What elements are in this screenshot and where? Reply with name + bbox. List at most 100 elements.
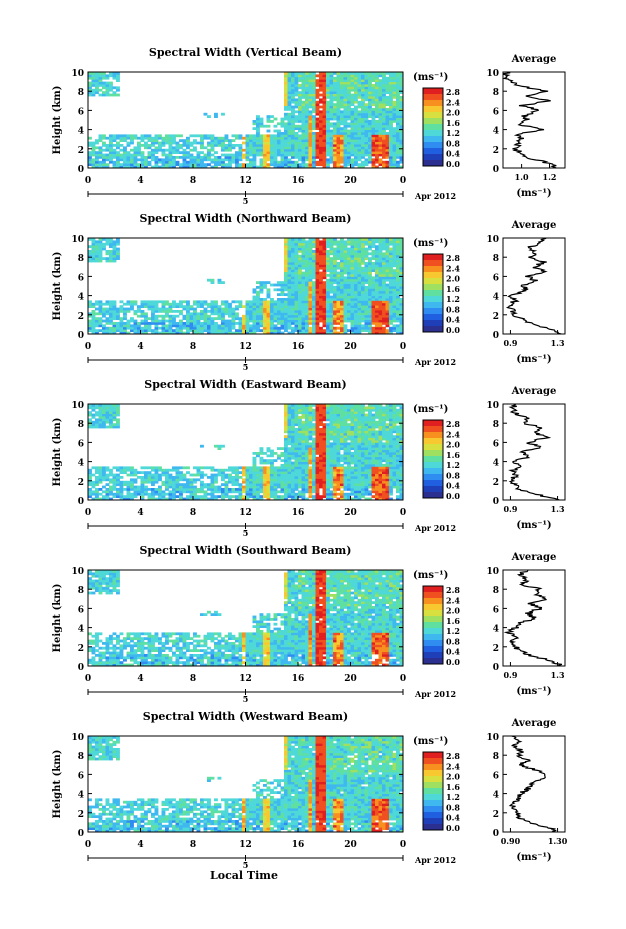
heatmap-cell xyxy=(105,146,110,150)
heatmap-cell xyxy=(319,76,323,80)
colorbar-tick-label: 1.2 xyxy=(446,128,460,138)
heatmap-cell xyxy=(340,269,344,272)
heatmap-cell xyxy=(158,478,162,482)
heatmap-cell xyxy=(399,300,404,304)
heatmap-cell xyxy=(301,302,306,306)
heatmap-cell xyxy=(242,329,246,332)
heatmap-cell xyxy=(189,485,194,489)
heatmap-cell xyxy=(396,314,400,318)
heatmap-cell xyxy=(354,264,358,268)
heatmap-cell xyxy=(392,250,397,253)
heatmap-cell xyxy=(350,257,355,260)
heatmap-cell xyxy=(305,120,309,123)
heatmap-cell xyxy=(326,290,330,294)
heatmap-cell xyxy=(301,165,306,169)
heatmap-cell xyxy=(350,129,355,133)
heatmap-cell xyxy=(361,84,365,87)
heatmap-cell xyxy=(396,242,400,246)
colorbar-tick-label: 2.0 xyxy=(446,108,460,118)
heatmap-cell xyxy=(287,242,292,246)
heatmap-cell xyxy=(315,91,320,94)
heatmap-cell xyxy=(175,148,180,152)
heatmap-cell xyxy=(109,238,113,241)
heatmap-cell xyxy=(336,319,341,323)
heatmap-cell xyxy=(350,76,355,80)
heatmap-cell xyxy=(88,72,92,75)
heatmap-cell xyxy=(305,278,309,282)
heatmap-cell xyxy=(284,245,288,248)
heatmap-cell xyxy=(95,247,99,251)
heatmap-cell xyxy=(315,271,320,275)
heatmap-cell xyxy=(385,134,390,138)
heatmap-cell xyxy=(392,158,397,162)
heatmap-cell xyxy=(364,290,369,294)
heatmap-cell xyxy=(193,466,197,470)
heatmap-cell xyxy=(217,158,222,162)
heatmap-cell xyxy=(259,452,264,455)
heatmap-cell xyxy=(371,329,376,332)
heatmap-cell xyxy=(221,136,225,140)
heatmap-cell xyxy=(245,326,250,330)
heatmap-cell xyxy=(301,105,306,109)
heatmap-cell xyxy=(256,146,260,150)
heatmap-cell xyxy=(266,305,271,308)
heatmap-cell xyxy=(270,492,274,496)
heatmap-cell xyxy=(200,466,204,470)
heatmap-cell xyxy=(287,98,292,102)
heatmap-cell xyxy=(200,305,204,308)
heatmap-cell xyxy=(368,329,372,332)
heatmap-cell xyxy=(319,312,323,316)
heatmap-cell xyxy=(140,326,145,330)
heatmap-cell xyxy=(284,420,288,424)
heatmap-cell xyxy=(301,148,306,152)
heatmap-cell xyxy=(301,322,306,325)
heatmap-cell xyxy=(102,238,106,241)
heatmap-cell xyxy=(396,310,400,313)
heatmap-cell xyxy=(235,160,239,164)
heatmap-cell xyxy=(105,250,110,253)
heatmap-cell xyxy=(175,160,180,164)
heatmap-cell xyxy=(364,105,369,109)
heatmap-cell xyxy=(399,240,404,244)
heatmap-cell xyxy=(231,160,236,164)
heatmap-cell xyxy=(161,473,166,477)
heatmap-cell xyxy=(102,497,106,501)
heatmap-cell xyxy=(322,254,327,258)
heatmap-cell xyxy=(151,492,155,496)
heatmap-cell xyxy=(116,492,120,496)
heatmap-cell xyxy=(322,250,327,253)
heatmap-cell xyxy=(270,160,274,164)
heatmap-cell xyxy=(98,305,103,308)
heatmap-cell xyxy=(396,139,400,142)
heatmap-cell xyxy=(298,141,302,145)
heatmap-cell xyxy=(109,317,113,320)
heatmap-cell xyxy=(364,158,369,162)
heatmap-cell xyxy=(329,84,334,87)
heatmap-cell xyxy=(319,293,323,296)
heatmap-cell xyxy=(123,151,127,154)
colorbar-unit: (ms⁻¹) xyxy=(413,72,448,83)
heatmap-cell xyxy=(98,81,103,85)
heatmap-cell xyxy=(291,326,295,330)
heatmap-cell xyxy=(294,302,299,306)
heatmap-cell xyxy=(147,153,152,157)
heatmap-cell xyxy=(154,331,159,335)
heatmap-cell xyxy=(291,81,295,85)
heatmap-cell xyxy=(182,305,187,308)
heatmap-cell xyxy=(259,163,264,166)
heatmap-cell xyxy=(91,238,96,241)
heatmap-cell xyxy=(301,146,306,150)
heatmap-cell xyxy=(123,146,127,150)
heatmap-cell xyxy=(389,96,393,99)
colorbar-swatch xyxy=(423,94,443,101)
heatmap-cell xyxy=(340,122,344,126)
heatmap-cell xyxy=(291,163,295,166)
heatmap-cell xyxy=(161,144,166,147)
heatmap-cell xyxy=(98,134,103,138)
heatmap-cell xyxy=(340,156,344,159)
heatmap-cell xyxy=(294,117,299,121)
heatmap-cell xyxy=(389,262,393,265)
heatmap-cell xyxy=(126,141,131,145)
heatmap-cell xyxy=(123,331,127,335)
heatmap-cell xyxy=(340,84,344,87)
